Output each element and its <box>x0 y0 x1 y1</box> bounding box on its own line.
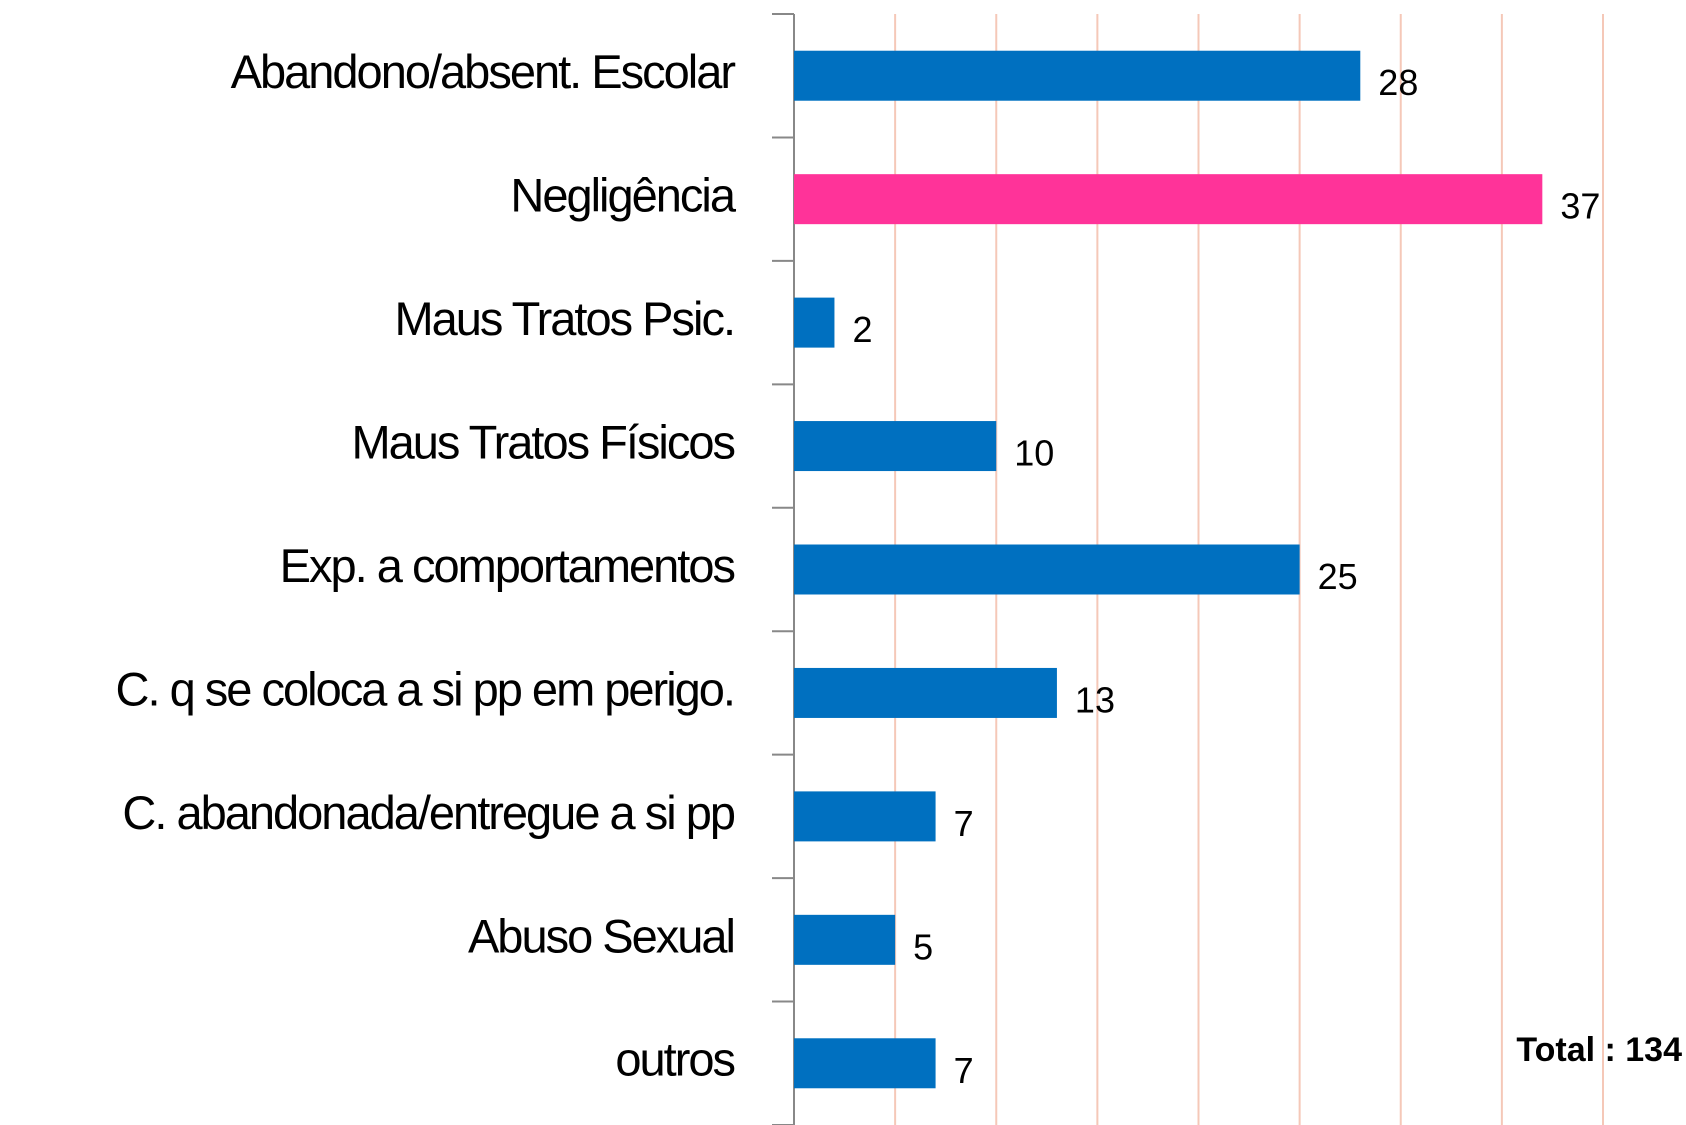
category-label: Exp. a comportamentos <box>280 539 735 592</box>
bar <box>794 50 1361 101</box>
bar <box>794 544 1300 595</box>
value-label: 2 <box>852 309 872 350</box>
bar <box>794 914 896 965</box>
category-label: Negligência <box>510 169 736 222</box>
bar <box>794 667 1057 718</box>
bar <box>794 791 936 842</box>
bar <box>794 174 1543 225</box>
bar <box>794 297 835 348</box>
value-label: 10 <box>1014 433 1054 474</box>
category-label: C. abandonada/entregue a si pp <box>122 786 734 839</box>
category-label: Maus Tratos Físicos <box>352 415 735 468</box>
bar <box>794 421 997 472</box>
bar <box>794 1038 936 1089</box>
total-annotation: Total : 134 <box>1516 1031 1682 1069</box>
category-label: C. q se coloca a si pp em perigo. <box>116 662 734 715</box>
value-label: 28 <box>1378 62 1418 103</box>
category-label: Abandono/absent. Escolar <box>231 45 736 98</box>
value-label: 7 <box>954 803 974 844</box>
value-label: 13 <box>1075 679 1115 720</box>
value-label: 5 <box>913 926 933 967</box>
category-label: Maus Tratos Psic. <box>395 292 735 345</box>
value-label: 37 <box>1560 186 1600 227</box>
value-label: 7 <box>954 1050 974 1091</box>
value-label: 25 <box>1318 556 1358 597</box>
category-label: outros <box>615 1033 734 1086</box>
category-label: Abuso Sexual <box>468 909 734 962</box>
